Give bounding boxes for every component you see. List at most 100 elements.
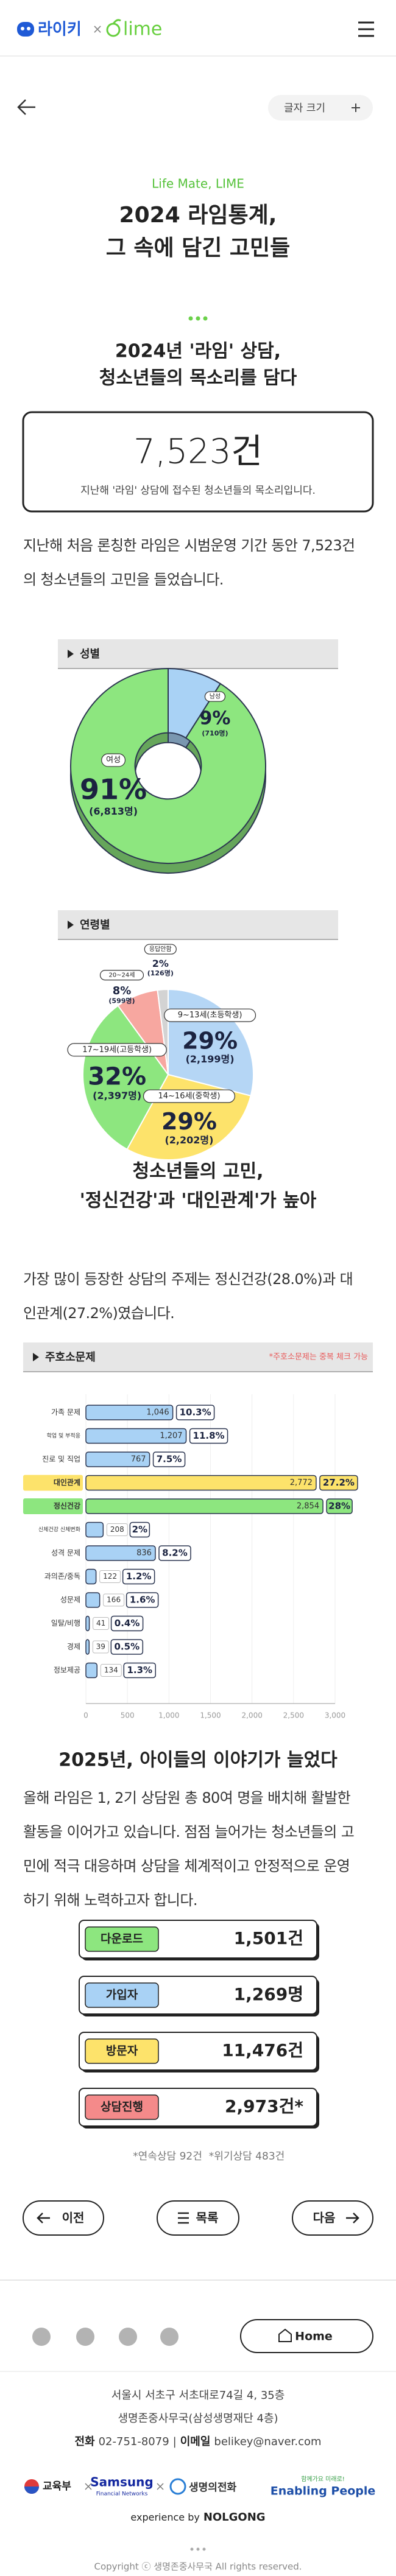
bar	[85, 1521, 104, 1538]
home-bg	[240, 2319, 373, 2353]
stat-label-bg	[85, 2038, 159, 2064]
divider-dot	[203, 316, 208, 321]
home-button[interactable]: Home	[240, 2319, 373, 2353]
paragraph-line: 가장 많이 등장한 상담의 주제는 정신건강(28.0%)과 대	[23, 1271, 353, 1288]
back-button[interactable]	[17, 99, 35, 115]
logo-lifeline: 생명의전화	[189, 2482, 237, 2494]
bar-value-bg	[92, 1640, 109, 1654]
slice-category: 14~16세(중학생)	[158, 1092, 220, 1101]
slice-category-group: 17~19세(고등학생)	[67, 1043, 167, 1057]
chart-header-marker	[68, 921, 74, 929]
bar-value-bg	[103, 1593, 125, 1607]
percent-pill	[175, 1405, 215, 1420]
bar-value-label: 836	[136, 1549, 152, 1558]
slice-category: 응답안함	[149, 946, 172, 953]
contact-part: 이메일	[180, 2435, 211, 2448]
bar-value-label: 1,207	[160, 1431, 182, 1441]
list-button-label: 목록	[196, 2211, 219, 2225]
x-tick-label: 2,500	[283, 1711, 304, 1720]
bar-value-label: 208	[110, 1525, 124, 1534]
slice-category-group: 남성	[204, 691, 226, 702]
percent-pill	[123, 1662, 157, 1679]
font-size-label: 글자 크기	[284, 102, 325, 114]
percent-pill	[126, 1592, 159, 1608]
paragraph-line: 민에 적극 대응하며 상담을 체계적이고 안정적으로 운영	[23, 1858, 350, 1875]
office: 생명존중사무국(삼성생명재단 4층)	[118, 2412, 278, 2425]
social-icon[interactable]	[119, 2328, 137, 2346]
next-button-label: 다음	[313, 2211, 336, 2225]
paragraph-line: 지난해 처음 론칭한 라임은 시범운영 기간 동안 7,523건	[23, 537, 355, 554]
font-size-button[interactable]: 글자 크기	[268, 95, 373, 121]
next-button[interactable]: 다음	[292, 2200, 373, 2236]
list-button[interactable]: 목록	[157, 2200, 239, 2236]
lifeline-icon	[169, 2478, 186, 2495]
slice-category-bg	[143, 1089, 235, 1103]
slice-count: (2,202명)	[164, 1134, 213, 1146]
section-heading: 청소년들의 고민,	[132, 1161, 263, 1182]
x-tick-label: 1,000	[158, 1711, 179, 1720]
logo-link[interactable]: 라이키	[17, 21, 82, 39]
stat-caption: 지난해 '라임' 상담에 접수된 청소년들의 목소리입니다.	[80, 485, 316, 497]
stat-value: 7,523건	[133, 432, 263, 471]
stat-label: 상담진행	[101, 2100, 143, 2114]
address: 서울시 서초구 서초대로74길 4, 35층	[111, 2389, 285, 2402]
ministry-emblem-half	[24, 2487, 39, 2494]
y-tick-label: 정보제공	[54, 1666, 80, 1674]
slice-category: 남성	[210, 693, 221, 700]
percent-label: 1.3%	[127, 1665, 152, 1676]
social-icon[interactable]	[160, 2328, 179, 2346]
slice-count: (2,199명)	[186, 1053, 235, 1065]
slice-percent: 29%	[182, 1027, 238, 1054]
lime-icon	[106, 23, 121, 37]
percent-pill	[326, 1498, 353, 1514]
bar-value-bg	[100, 1664, 122, 1677]
footer-dot	[196, 2547, 200, 2551]
slice-count: (599명)	[108, 997, 135, 1005]
logo-samsung: Samsung	[90, 2475, 153, 2490]
slice-percent: 91%	[80, 773, 147, 805]
list-button-bg	[157, 2200, 239, 2236]
slice-count: (126명)	[147, 969, 174, 977]
bar	[85, 1568, 97, 1585]
x-tick-label: 0	[83, 1711, 88, 1720]
social-icon[interactable]	[32, 2328, 51, 2346]
contact: 전화 02-751-8079 | 이메일 belikey@naver.com	[74, 2435, 321, 2448]
partner-logo: lime	[123, 19, 162, 40]
contact-part: 02-751-8079	[99, 2435, 169, 2448]
percent-label: 27.2%	[323, 1477, 355, 1488]
x-tick-label: 1,500	[200, 1711, 221, 1720]
paragraph-line: 하기 위해 노력하고자 합니다.	[23, 1892, 197, 1909]
eyebrow: Life Mate, LIME	[152, 177, 244, 191]
copyright: Copyright ⓒ 생명존중사무국 All rights reserved.	[94, 2561, 302, 2572]
slice-category: 여성	[106, 756, 121, 765]
percent-pill	[129, 1521, 150, 1538]
menu-button[interactable]	[358, 21, 374, 37]
prev-button-bg	[23, 2200, 104, 2236]
prev-button[interactable]: 이전	[23, 2200, 104, 2236]
bar	[85, 1475, 317, 1491]
percent-label: 28%	[328, 1501, 350, 1512]
chart-title: 주호소문제	[45, 1351, 96, 1364]
percent-pill	[122, 1568, 155, 1585]
home-label: Home	[295, 2330, 333, 2343]
chart-title: 성별	[80, 648, 100, 661]
lime-leaf	[112, 19, 121, 24]
contact-part: |	[173, 2435, 177, 2448]
credit: experience by NOLGONG	[130, 2511, 265, 2524]
slice-category: 20~24세	[108, 972, 135, 979]
bar-value-label: 39	[96, 1643, 105, 1651]
social-icon[interactable]	[76, 2328, 94, 2346]
logo-enabling-slogan: 함께가요 미래로!	[301, 2476, 345, 2483]
bar	[85, 1592, 101, 1608]
font-size-bg	[268, 95, 373, 121]
slice-category-group: 응답안함	[144, 944, 177, 955]
article-title: 2024 라임통계,	[119, 203, 277, 228]
y-tick-label: 과의존/중독	[44, 1572, 80, 1581]
paragraph-line: 의 청소년들의 고민을 들었습니다.	[23, 571, 224, 588]
slice-percent: 29%	[161, 1108, 217, 1135]
divider-dot	[188, 316, 193, 321]
y-tick-label: 정신건강	[54, 1501, 80, 1511]
percent-label: 1.2%	[126, 1571, 152, 1582]
bar	[85, 1615, 90, 1632]
x-tick-label: 2,000	[241, 1711, 262, 1720]
